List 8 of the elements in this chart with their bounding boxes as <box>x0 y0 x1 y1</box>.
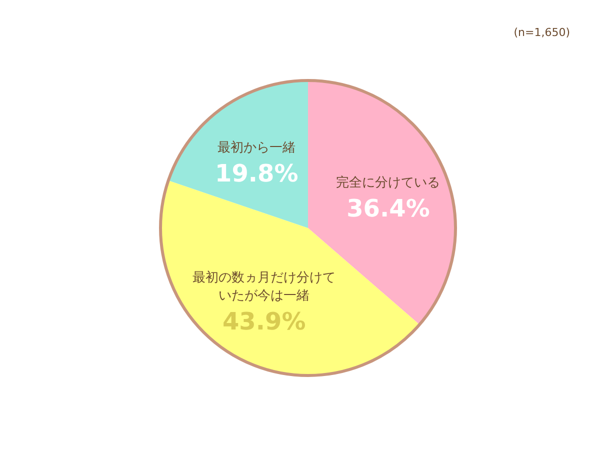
slice-label: 最初の数ヵ月だけ分けていたが今は一緒 <box>192 270 336 304</box>
slice-label: 最初から一緒 <box>218 140 296 156</box>
data-label: 36.4% <box>346 194 430 222</box>
pie-slice <box>168 81 308 228</box>
pie-slice <box>308 81 455 324</box>
slice-label: 完全に分けている <box>336 174 440 190</box>
data-label: 19.8% <box>215 159 298 188</box>
text: (n=1,650) <box>514 26 570 39</box>
